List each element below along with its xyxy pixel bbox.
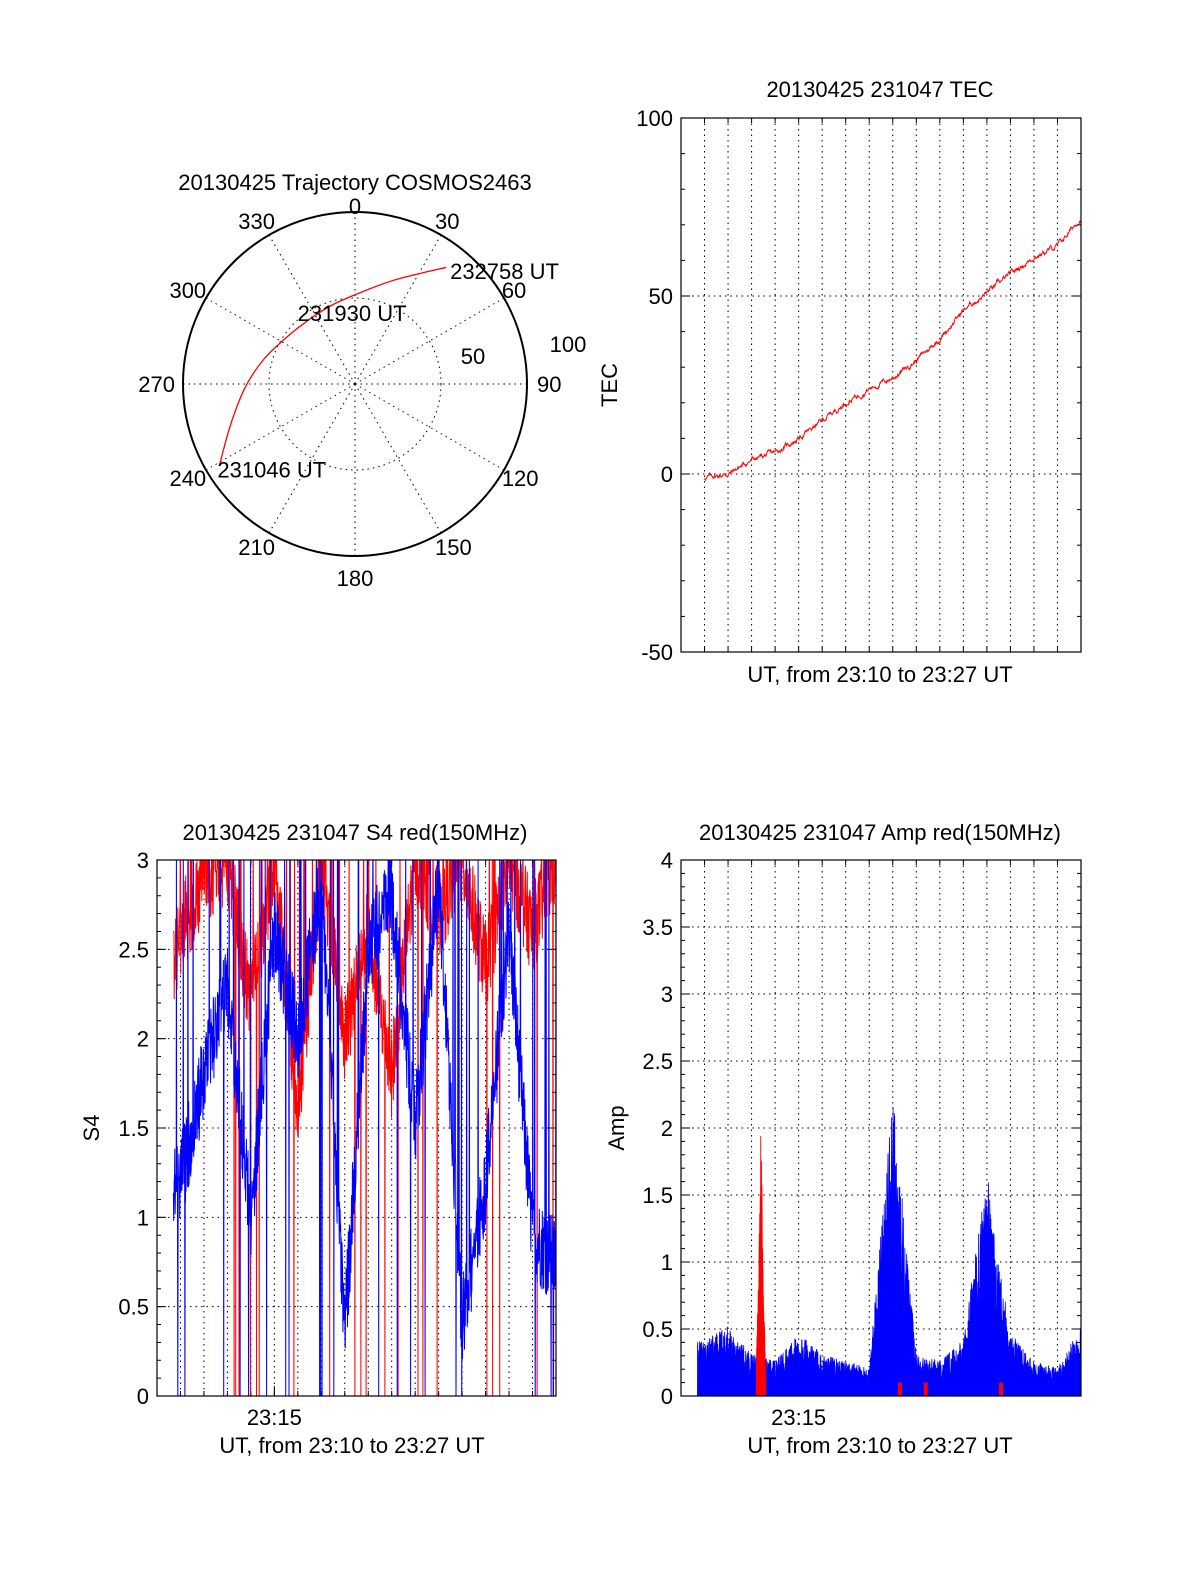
polar-angle-label-270: 270 — [138, 372, 175, 397]
polar-angle-label-240: 240 — [169, 466, 206, 491]
tec-chart-title: 20130425 231047 TEC — [766, 77, 993, 102]
amp-chart: 20130425 231047 Amp red(150MHz) UT, from… — [604, 820, 1082, 1458]
amp-frame — [680, 859, 1082, 1397]
tec-series-line — [704, 219, 1082, 482]
polar-angle-label-300: 300 — [169, 278, 206, 303]
polar-angle-labels: 0 30 60 90 120 150 180 210 240 270 300 330 — [138, 194, 561, 591]
amp-ytick-label: 0 — [661, 1384, 673, 1409]
polar-grid — [182, 211, 528, 557]
s4-ytick-label: 2.5 — [118, 937, 149, 962]
polar-ring-50 — [268, 297, 442, 471]
polar-angle-label-180: 180 — [337, 566, 374, 591]
trajectory-series — [218, 266, 447, 466]
amp-y-axis-label: Amp — [604, 1105, 629, 1150]
polar-radius-labels: 50 100 — [461, 332, 587, 369]
amp-series-group — [697, 1107, 1081, 1396]
s4-xtick-label: 23:15 — [247, 1405, 302, 1430]
amp-series-blue — [697, 1107, 1081, 1396]
amp-plot-area: 0 0.5 1 1.5 2 2.5 3 3.5 4 23:15 — [642, 848, 1082, 1430]
polar-spoke-300 — [205, 297, 356, 385]
s4-plot-area: 0 0.5 1 1.5 2 2.5 3 23:15 — [118, 848, 557, 1430]
s4-ytick-label: 1.5 — [118, 1116, 149, 1141]
tec-ytick-label: 100 — [636, 106, 673, 131]
polar-angle-label-150: 150 — [435, 535, 472, 560]
s4-y-axis-label: S4 — [79, 1115, 104, 1142]
polar-spoke-150 — [354, 383, 442, 534]
polar-spoke-30 — [354, 234, 442, 385]
amp-ytick-label: 3.5 — [642, 915, 673, 940]
polar-radius-label-100: 100 — [550, 332, 587, 357]
tec-chart: 20130425 231047 TEC UT, from 23:10 to 23… — [597, 77, 1082, 687]
trajectory-annotation-2: 231046 UT — [217, 457, 326, 482]
tec-frame — [680, 117, 1082, 653]
polar-spoke-210 — [268, 383, 356, 534]
tec-x-axis-label: UT, from 23:10 to 23:27 UT — [747, 662, 1012, 687]
tec-ytick-label: -50 — [641, 640, 673, 665]
s4-series-blue — [172, 860, 556, 1396]
polar-angle-label-90: 90 — [537, 372, 561, 397]
polar-angle-label-210: 210 — [238, 535, 275, 560]
s4-x-axis-label: UT, from 23:10 to 23:27 UT — [219, 1433, 484, 1458]
trajectory-annotations: 232758 UT 231930 UT 231046 UT — [217, 259, 559, 482]
s4-ytick-label: 2 — [137, 1027, 149, 1052]
amp-red-base-mark — [999, 1382, 1003, 1396]
s4-ytick-label: 0.5 — [118, 1295, 149, 1320]
amp-ytick-label: 0.5 — [642, 1317, 673, 1342]
s4-ytick-label: 1 — [137, 1205, 149, 1230]
polar-angle-label-0: 0 — [349, 194, 361, 219]
amp-xtick-label: 23:15 — [771, 1405, 826, 1430]
polar-radius-label-50: 50 — [461, 344, 485, 369]
tec-ytick-label: 0 — [661, 462, 673, 487]
amp-ytick-label: 2 — [661, 1116, 673, 1141]
amp-ytick-label: 4 — [661, 848, 673, 873]
tec-ytick-label: 50 — [649, 284, 673, 309]
s4-series-red — [172, 860, 556, 1396]
trajectory-annotation-0: 232758 UT — [450, 259, 559, 284]
polar-spoke-120 — [354, 383, 505, 471]
polar-angle-label-60: 60 — [502, 278, 526, 303]
s4-ytick-label: 3 — [137, 848, 149, 873]
amp-red-base-mark — [897, 1382, 902, 1396]
polar-trajectory-chart: 20130425 Trajectory COSMOS2463 0 30 60 90 12… — [138, 170, 586, 591]
polar-angle-label-120: 120 — [502, 466, 539, 491]
polar-spoke-240 — [205, 383, 356, 471]
s4-ytick-label: 0 — [137, 1384, 149, 1409]
s4-frame — [156, 859, 557, 1397]
polar-spoke-330 — [268, 234, 356, 385]
amp-chart-title: 20130425 231047 Amp red(150MHz) — [699, 820, 1061, 845]
amp-ytick-label: 1.5 — [642, 1183, 673, 1208]
polar-outer-ring — [182, 211, 528, 557]
s4-series-group — [172, 860, 556, 1396]
amp-series-red — [755, 1135, 767, 1396]
amp-ytick-label: 2.5 — [642, 1049, 673, 1074]
polar-angle-label-30: 30 — [435, 209, 459, 234]
amp-red-base-mark — [923, 1382, 928, 1396]
tec-y-axis-label: TEC — [597, 363, 622, 407]
trajectory-line — [218, 266, 447, 466]
s4-chart: 20130425 231047 S4 red(150MHz) UT, from … — [79, 820, 557, 1458]
amp-ytick-label: 3 — [661, 982, 673, 1007]
trajectory-annotation-1: 231930 UT — [298, 301, 407, 326]
tec-plot-area: -50 0 50 100 — [636, 106, 1082, 665]
polar-angle-label-330: 330 — [238, 209, 275, 234]
s4-chart-title: 20130425 231047 S4 red(150MHz) — [183, 820, 528, 845]
polar-spoke-60 — [354, 297, 505, 385]
amp-x-axis-label: UT, from 23:10 to 23:27 UT — [747, 1433, 1012, 1458]
polar-chart-title: 20130425 Trajectory COSMOS2463 — [178, 170, 531, 195]
amp-ytick-label: 1 — [661, 1250, 673, 1275]
